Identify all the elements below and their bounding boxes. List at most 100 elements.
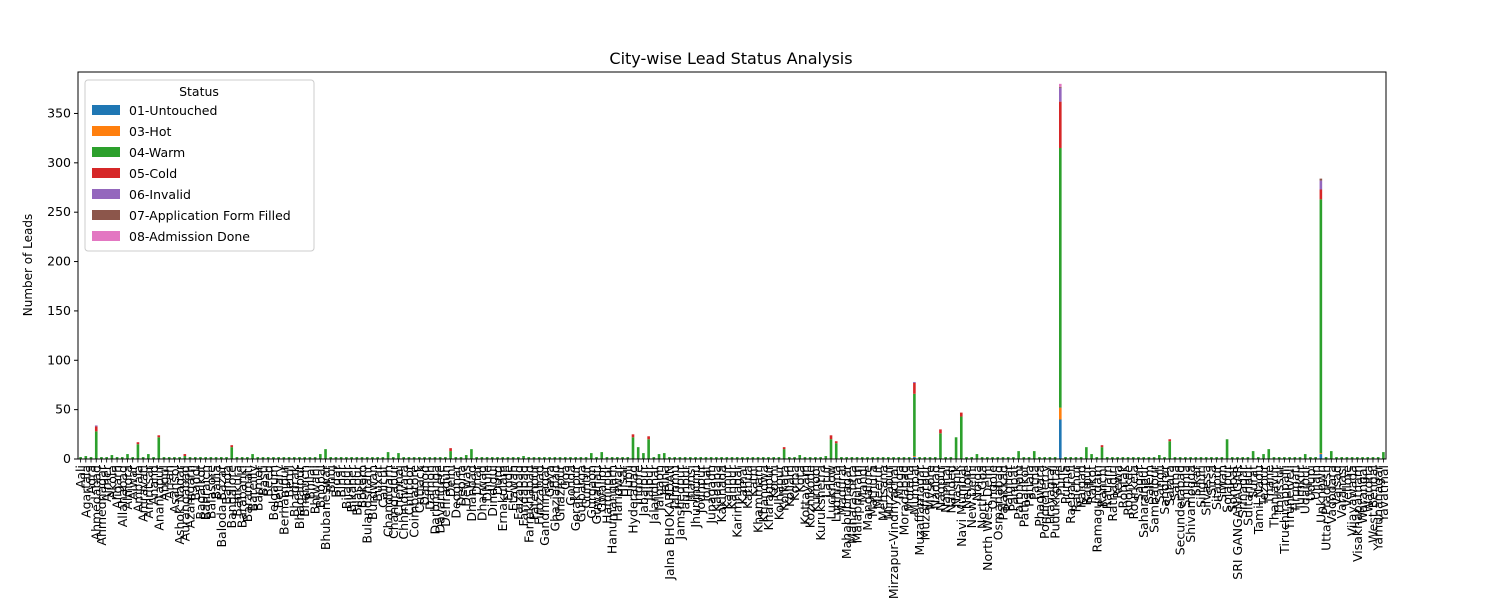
x-tick-label: Thane	[1261, 465, 1276, 505]
bar-segment	[772, 457, 775, 459]
x-tick-label: Vellore	[1339, 465, 1354, 508]
x-tick-label: Hubli	[620, 465, 635, 497]
bar-segment	[1059, 407, 1062, 420]
x-tick-label: Almora	[120, 465, 135, 510]
x-tick-label: Aligarh	[110, 465, 125, 509]
x-tick-label: Jhansi	[683, 465, 698, 503]
bar-segment	[866, 457, 869, 459]
x-tick-label: Gorakhpur	[568, 464, 583, 531]
x-tick-label: Azamgarh	[183, 465, 198, 528]
bar-segment	[1319, 453, 1323, 455]
bar-segment	[136, 442, 140, 445]
x-tick-label: Bikaner	[344, 464, 359, 512]
x-tick-label: Gandhinagar	[537, 464, 552, 546]
x-tick-label: Delhi	[443, 465, 458, 497]
bar-segment	[1210, 457, 1213, 459]
bar-segment	[860, 457, 864, 459]
x-tick-label: Mirzapur	[881, 464, 896, 519]
x-tick-label: Barabanki	[235, 465, 250, 528]
x-tick-label: Jaipur	[641, 464, 656, 502]
x-tick-label: Bahraich	[198, 465, 213, 520]
x-tick-label: Bhagalpur	[292, 464, 307, 529]
x-tick-label: Kharagpur	[761, 464, 776, 530]
bar-segment	[1324, 457, 1328, 459]
bar-segment	[537, 457, 541, 459]
x-tick-label: Ashok Nagar	[172, 464, 187, 544]
bar-segment	[1059, 419, 1062, 459]
y-tick-label: 350	[47, 105, 71, 120]
bar-segment	[230, 445, 234, 448]
x-tick-label: Thanjavur	[1266, 464, 1281, 529]
bar-segment	[162, 457, 166, 459]
x-tick-label: Kannur	[719, 464, 734, 509]
x-tick-label: Dhule	[480, 465, 495, 502]
x-tick-label: Bharuch	[297, 465, 312, 517]
bar-segment	[1043, 457, 1046, 459]
x-tick-label: Dewas	[459, 465, 474, 507]
x-tick-label: Pune	[1053, 465, 1068, 496]
bar-segment	[657, 454, 661, 459]
x-tick-label: Basti	[256, 465, 271, 496]
x-tick-label: Angul	[156, 465, 171, 501]
y-tick-label: 300	[47, 155, 71, 170]
bar-segment	[527, 457, 531, 459]
legend-swatch	[92, 231, 120, 241]
legend-swatch	[92, 105, 120, 115]
x-tick-label: Satna	[1167, 465, 1182, 501]
x-tick-label: Ajmer	[99, 464, 114, 502]
bar-segment	[579, 457, 583, 459]
bar-segment	[319, 454, 322, 459]
bar-segment	[1366, 457, 1370, 459]
bar-segment	[214, 457, 218, 459]
bar-segment	[834, 441, 838, 444]
bar-segment	[1085, 447, 1088, 459]
bar-segment	[803, 457, 807, 459]
x-tick-label: Sikar	[1188, 464, 1203, 496]
x-tick-label: Bihar	[334, 464, 349, 498]
x-tick-label: Berhampur	[276, 464, 291, 535]
x-tick-label: Nainital	[938, 465, 953, 513]
bar-segment	[939, 433, 942, 459]
bar-segment	[449, 451, 452, 459]
legend-swatch	[92, 147, 120, 157]
bar-segment	[131, 457, 135, 459]
chart-title: City-wise Lead Status Analysis	[609, 49, 852, 68]
bar-segment	[569, 457, 572, 459]
x-tick-label: Udupi	[1303, 465, 1318, 501]
x-tick-label: Kurnool	[808, 465, 823, 512]
x-tick-label: Valsad	[1329, 465, 1344, 506]
x-tick-label: Jalgaon	[652, 465, 667, 512]
bar-segment	[517, 457, 520, 459]
bar-segment	[1048, 457, 1052, 459]
x-tick-label: Tumkur	[1293, 464, 1308, 512]
bar-segment	[1027, 457, 1031, 459]
x-tick-label: Patiala	[1022, 465, 1037, 507]
x-tick-label: Raichur	[1068, 464, 1083, 512]
bar-segment	[709, 457, 713, 459]
bar-segment	[428, 457, 432, 459]
bar-segment	[1059, 101, 1062, 149]
x-tick-label: Gonda	[563, 465, 578, 506]
bar-segment	[298, 457, 301, 459]
bar-segment	[235, 457, 239, 459]
bar-segment	[788, 457, 791, 459]
bar-segment	[1356, 457, 1359, 459]
x-tick-label: Nashik	[949, 464, 964, 507]
x-tick-label: Deoria	[454, 465, 469, 506]
x-tick-label: Rajkot	[1084, 465, 1099, 504]
x-tick-label: Dehradun	[438, 465, 453, 527]
bar-segment	[308, 457, 312, 459]
bar-segment	[1152, 457, 1156, 459]
x-tick-label: Kollam	[782, 465, 797, 507]
bar-segment	[464, 455, 468, 459]
bar-segment	[94, 426, 98, 432]
bar-segment	[1074, 457, 1078, 459]
x-tick-label: Etawah	[506, 465, 521, 511]
legend-swatch	[92, 168, 120, 178]
x-tick-label: Aali	[73, 465, 88, 488]
bar-segment	[829, 439, 833, 459]
x-tick-label: Davangere	[433, 465, 448, 534]
x-tick-label: Moga	[891, 465, 906, 499]
bar-segment	[730, 457, 734, 459]
